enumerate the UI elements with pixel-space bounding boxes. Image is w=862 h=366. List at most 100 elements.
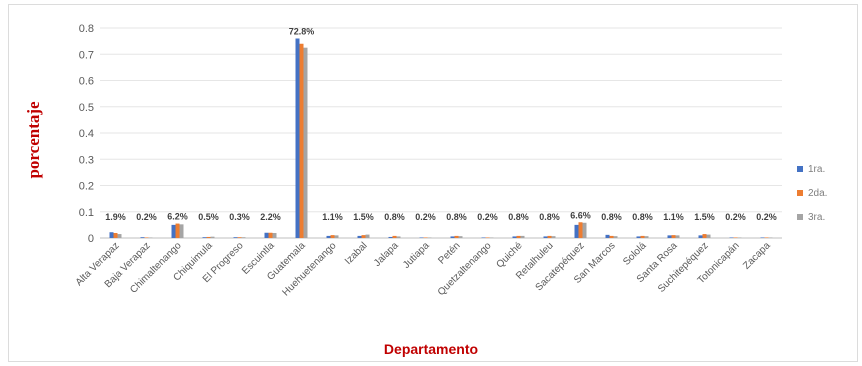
- y-tick-label: 0.6: [79, 76, 94, 88]
- bar: [202, 237, 207, 238]
- data-label: 0.8%: [539, 212, 560, 222]
- bar: [644, 236, 649, 238]
- bar: [148, 237, 153, 238]
- y-tick-label: 0.3: [79, 154, 94, 166]
- data-label: 0.2%: [725, 212, 746, 222]
- bar: [299, 43, 304, 238]
- data-label: 1.1%: [322, 212, 343, 222]
- x-tick-label: Quetzaltenango: [436, 240, 494, 298]
- bar: [578, 222, 583, 238]
- legend-swatch: [797, 214, 803, 220]
- bar: [179, 224, 184, 238]
- bar: [512, 236, 517, 238]
- bar: [396, 236, 401, 238]
- x-tick-label: Petén: [436, 240, 462, 266]
- bar: [295, 38, 300, 238]
- data-label: 2.2%: [260, 212, 281, 222]
- x-tick-label: Izabal: [343, 240, 370, 267]
- bar: [551, 236, 556, 238]
- bar: [117, 234, 122, 238]
- bar: [582, 222, 587, 238]
- bar: [330, 235, 335, 238]
- y-tick-label: 0.1: [79, 207, 94, 219]
- legend-label: 2da.: [808, 188, 827, 199]
- x-tick-label: Jalapa: [372, 240, 401, 269]
- bar: [675, 235, 680, 238]
- bar: [334, 235, 339, 238]
- y-tick-label: 0.7: [79, 49, 94, 61]
- data-label: 0.2%: [756, 212, 777, 222]
- bar: [454, 235, 459, 238]
- y-tick-label: 0: [88, 233, 94, 245]
- bar: [768, 237, 773, 238]
- bar: [698, 235, 703, 238]
- bar: [303, 47, 308, 238]
- y-axis-label: porcentaje: [24, 101, 43, 179]
- bar: [357, 235, 362, 238]
- y-tick-label: 0.8: [79, 23, 94, 35]
- bar: [733, 237, 738, 238]
- bar: [392, 235, 397, 238]
- legend-label: 3ra.: [808, 212, 825, 223]
- bar: [144, 237, 149, 238]
- data-label: 1.5%: [694, 212, 715, 222]
- bar: [423, 237, 428, 238]
- bar: [175, 223, 180, 238]
- data-label: 0.8%: [446, 212, 467, 222]
- x-tick-label: Quiché: [494, 240, 524, 270]
- bar: [326, 235, 331, 238]
- bar: [206, 236, 211, 238]
- data-label: 6.2%: [167, 212, 188, 222]
- bar: [237, 237, 242, 238]
- data-label: 72.8%: [289, 27, 315, 37]
- data-label: 0.2%: [477, 212, 498, 222]
- data-label: 1.1%: [663, 212, 684, 222]
- bar: [764, 237, 769, 238]
- x-tick-label: Zacapa: [741, 240, 773, 272]
- bar: [543, 236, 548, 238]
- data-label: 0.8%: [632, 212, 653, 222]
- bar: [458, 236, 463, 238]
- bar: [605, 234, 610, 238]
- bar: [737, 237, 742, 238]
- bar: [520, 235, 525, 238]
- legend-swatch: [797, 166, 803, 172]
- x-axis-label: Departamento: [383, 341, 479, 357]
- data-label: 0.8%: [601, 212, 622, 222]
- bar: [450, 236, 455, 238]
- bar: [636, 236, 641, 238]
- data-label: 0.8%: [384, 212, 405, 222]
- bar: [481, 237, 486, 238]
- x-tick-label: Jutiapa: [401, 240, 432, 271]
- bar: [702, 234, 707, 238]
- bar: [671, 235, 676, 238]
- bar: [365, 234, 370, 238]
- bar: [272, 233, 277, 238]
- bar: [241, 237, 246, 238]
- bar: [264, 232, 269, 238]
- bar: [419, 237, 424, 238]
- bar: [547, 235, 552, 238]
- bar: [361, 235, 366, 238]
- bar: [489, 237, 494, 238]
- bar: [109, 232, 114, 238]
- legend-swatch: [797, 190, 803, 196]
- bar: [427, 237, 432, 238]
- bar: [113, 233, 118, 238]
- bar: [140, 237, 145, 238]
- x-tick-label: Sololá: [621, 240, 649, 268]
- data-label: 1.5%: [353, 212, 374, 222]
- data-label: 0.5%: [198, 212, 219, 222]
- bar: [574, 224, 579, 238]
- bar: [171, 224, 176, 238]
- bar: [760, 237, 765, 238]
- chart-frame: [8, 4, 858, 362]
- bar: [640, 235, 645, 238]
- bar: [516, 235, 521, 238]
- bar: [706, 234, 711, 238]
- bar: [609, 235, 614, 238]
- x-tick-label: Huehuetenango: [281, 240, 339, 298]
- data-label: 0.2%: [415, 212, 436, 222]
